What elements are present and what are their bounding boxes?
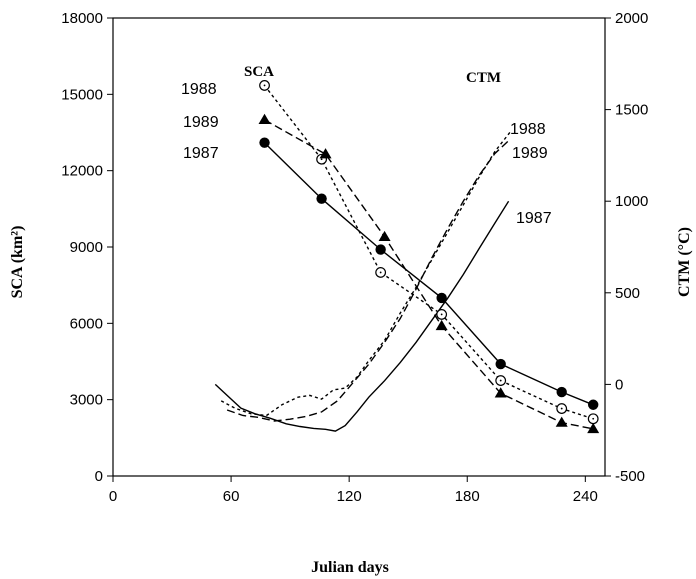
x-tick-label-1: 60 bbox=[223, 488, 240, 505]
sca-1987-label: 1987 bbox=[183, 145, 219, 162]
annotations: SCA CTM 1988 1989 1987 1988 1989 1987 Ju… bbox=[9, 64, 693, 576]
y-right-tick-label-1: 0 bbox=[615, 376, 623, 393]
ticks: 0 60 120 180 2400300060009000120001500018000… bbox=[61, 10, 648, 505]
sca-1987-point-5 bbox=[556, 386, 567, 398]
y-left-tick-label-2: 6000 bbox=[70, 315, 103, 332]
sca-1989-point-4 bbox=[494, 387, 507, 398]
y-axis-right-title: CTM (°C) bbox=[676, 227, 693, 297]
sca-group-label: SCA bbox=[244, 64, 274, 80]
sca-1987-point-6 bbox=[587, 399, 599, 410]
sca-1988-point-6 bbox=[587, 413, 599, 425]
sca-1987-point-4 bbox=[495, 358, 506, 370]
x-tick-label-2: 120 bbox=[337, 488, 362, 505]
ctm-1989-label: 1989 bbox=[512, 145, 548, 162]
ctm-1988-label: 1988 bbox=[510, 121, 546, 138]
sca-1988-point-5 bbox=[556, 403, 568, 414]
y-left-tick-label-3: 9000 bbox=[70, 239, 103, 256]
x-tick-label-0: 0 bbox=[109, 488, 117, 505]
sca-1989-label: 1989 bbox=[183, 114, 219, 131]
sca-1987-point-2 bbox=[375, 244, 386, 255]
x-tick-label-4: 240 bbox=[573, 488, 598, 505]
y-right-tick-label-5: 2000 bbox=[615, 10, 648, 27]
sca-1988-point-4 bbox=[495, 375, 507, 386]
ctm-line-1989 bbox=[226, 138, 511, 422]
y-left-tick-label-0: 0 bbox=[95, 468, 103, 485]
sca-1989-point-5 bbox=[555, 416, 568, 427]
series-markers bbox=[258, 80, 600, 434]
sca-1988-point-3 bbox=[436, 309, 448, 320]
ctm-1987-label: 1987 bbox=[516, 210, 552, 227]
y-left-tick-label-5: 15000 bbox=[61, 86, 103, 103]
y-axis-left-title: SCA (km²) bbox=[9, 226, 26, 299]
sca-line-1987 bbox=[264, 142, 594, 406]
sca-1988-label: 1988 bbox=[181, 81, 217, 98]
ctm-line-1988 bbox=[220, 131, 512, 417]
sca-1989-point-3 bbox=[435, 319, 448, 331]
y-left-tick-label-1: 3000 bbox=[70, 392, 103, 409]
sca-1988-point-2 bbox=[375, 267, 387, 278]
y-left-tick-label-4: 12000 bbox=[61, 163, 103, 180]
x-tick-label-3: 180 bbox=[455, 488, 480, 505]
y-left-tick-label-6: 18000 bbox=[61, 10, 103, 27]
y-right-tick-label-4: 1500 bbox=[615, 102, 648, 119]
sca-1989-point-2 bbox=[378, 230, 391, 242]
sca-1987-point-1 bbox=[316, 193, 327, 204]
sca-1989-point-0 bbox=[258, 113, 271, 124]
sca-line-1989 bbox=[264, 119, 594, 430]
sca-1987-point-3 bbox=[436, 292, 447, 304]
sca-1987-point-0 bbox=[259, 137, 270, 148]
sca-1989-point-6 bbox=[587, 422, 600, 434]
x-axis-title: Julian days bbox=[311, 559, 389, 576]
ctm-group-label: CTM bbox=[466, 70, 501, 86]
sca-1988-point-0 bbox=[259, 80, 270, 91]
sca-1989-point-1 bbox=[319, 148, 332, 159]
y-right-tick-label-3: 1000 bbox=[615, 193, 648, 210]
y-right-tick-label-2: 500 bbox=[615, 285, 640, 302]
y-right-tick-label-0: -500 bbox=[615, 468, 645, 485]
ctm-line-1987 bbox=[214, 200, 510, 432]
